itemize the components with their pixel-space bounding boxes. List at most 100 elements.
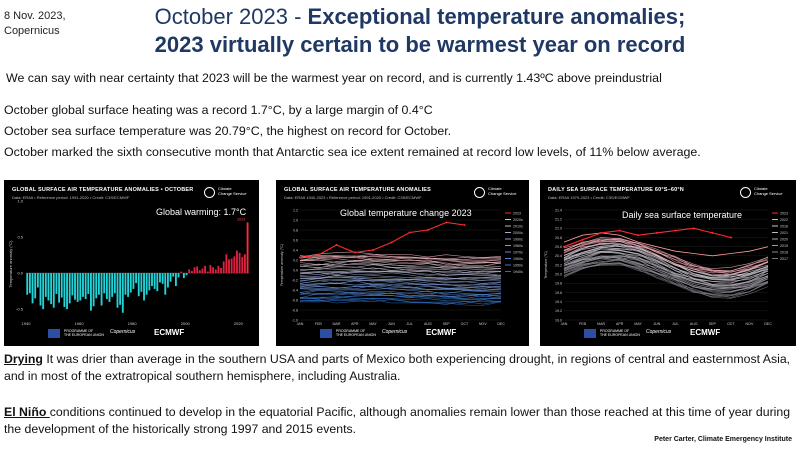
x-tick-label: FEB [315,322,323,326]
bar [87,273,90,294]
eu-flag-icon [584,329,596,338]
bar [228,259,230,274]
x-tick-label: 2000 [181,321,191,326]
y-tick-label: 21.4 [555,208,562,212]
legend-label: 2020 [780,237,788,241]
x-tick-label: JUN [653,322,660,326]
x-tick-label: APR [616,322,624,326]
bar [36,273,39,288]
x-tick-label: DEC [764,322,772,326]
line-chart: 21.4 21.2 21.0 20.8 20.6 20.4 20.2 20.0 19.8 19.6… [544,208,788,326]
series-line [563,262,769,296]
data-point-2023 [426,229,429,231]
bar [113,273,116,294]
bar [243,254,246,274]
chart-overlay-label: Daily sea surface temperature [622,210,743,220]
bar [230,258,233,274]
y-tick-label: -0.5 [16,307,24,312]
x-tick-label: SEP [443,322,451,326]
series-line [563,254,769,288]
series-line [299,251,502,258]
series-line [563,255,769,287]
y-tick-label: 0.6 [293,238,298,242]
chart-footer-logos: PROGRAMME OF THE EUROPEAN UNION Copernic… [276,326,529,346]
bar [74,273,76,300]
bar [105,273,108,300]
bar [135,273,137,284]
bar [140,273,143,292]
bar [161,273,164,284]
y-tick-label: 0.2 [293,258,298,262]
credit-text: Peter Carter, Climate Emergency Institut… [654,436,792,443]
bar [143,273,145,301]
y-tick-label: 19.4 [555,300,562,304]
elnino-paragraph: El Niño conditions continued to develop … [4,404,794,438]
bar [44,273,47,297]
y-tick-label: 19.2 [555,309,562,313]
series-line [299,292,502,297]
bar [127,273,130,297]
bar [193,267,196,274]
bar [209,265,212,274]
series-line [299,297,502,304]
legend-label: 1960s [513,257,523,261]
legend-label: 2022 [780,218,788,222]
bar [167,273,169,288]
data-point-2023 [563,245,565,248]
y-tick-label: 21.0 [555,227,562,231]
y-tick-label: 0.8 [293,228,298,232]
bar-chart: 1.0 0.5 0.0 -0.5 Temperature anomaly (°C) 194… [8,198,249,326]
y-tick-label: 0.0 [17,271,23,276]
y-tick-label: 19.6 [555,291,562,295]
chart-title: GLOBAL SURFACE AIR TEMPERATURE ANOMALIES [284,187,432,193]
bar [132,273,135,289]
bar [100,273,103,306]
bar [212,267,214,274]
x-tick-label: MAR [333,322,341,326]
series-line-2016 [563,232,769,257]
c3s-logo: Climate Change Service [204,186,259,202]
data-point-2023 [463,224,466,226]
lead-text: We can say with near certainty that 2023… [6,71,662,85]
legend-label: 1980s [513,244,523,248]
series-line [563,246,769,281]
bar [60,273,63,298]
bar [124,273,127,295]
x-tick-label: AUG [690,322,698,326]
legend-label: 2020s [513,218,523,222]
chart-panel-global-temperature-2023: GLOBAL SURFACE AIR TEMPERATURE ANOMALIES… [276,180,529,346]
series-line [563,250,769,285]
series-line [299,257,502,264]
series-line [299,299,502,306]
x-tick-label: MAR [597,322,605,326]
data-point-2023 [674,229,677,232]
bar [214,269,217,274]
bar [82,273,84,297]
data-point-2023 [317,254,320,256]
data-point-2023 [445,221,448,224]
bar [111,273,114,297]
y-tick-label: 20.4 [555,254,562,258]
bar [31,273,34,304]
date-source: 8 Nov. 2023, Copernicus [4,10,66,37]
bar [39,273,42,306]
y-tick-label: 19.8 [555,282,562,286]
bar [233,256,236,274]
bar [76,273,79,302]
chart-footer-logos: PROGRAMME OF THE EUROPEAN UNION Copernic… [4,326,259,346]
bar [238,252,241,274]
bar [225,254,228,274]
series-line [299,286,502,292]
series-line [299,280,502,288]
series-line [299,278,502,284]
chart-panel-daily-sst: DAILY SEA SURFACE TEMPERATURE 60°S–60°N … [540,180,796,346]
bar [172,273,175,277]
bar [241,257,244,274]
legend-label: 2023 [780,211,788,215]
bar [177,273,180,278]
bar [217,265,220,274]
y-tick-label: 20.6 [555,245,562,249]
bar [180,271,183,274]
title-part1: October 2023 - [154,4,308,29]
slide-title: October 2023 - Exceptional temperature a… [110,3,730,59]
